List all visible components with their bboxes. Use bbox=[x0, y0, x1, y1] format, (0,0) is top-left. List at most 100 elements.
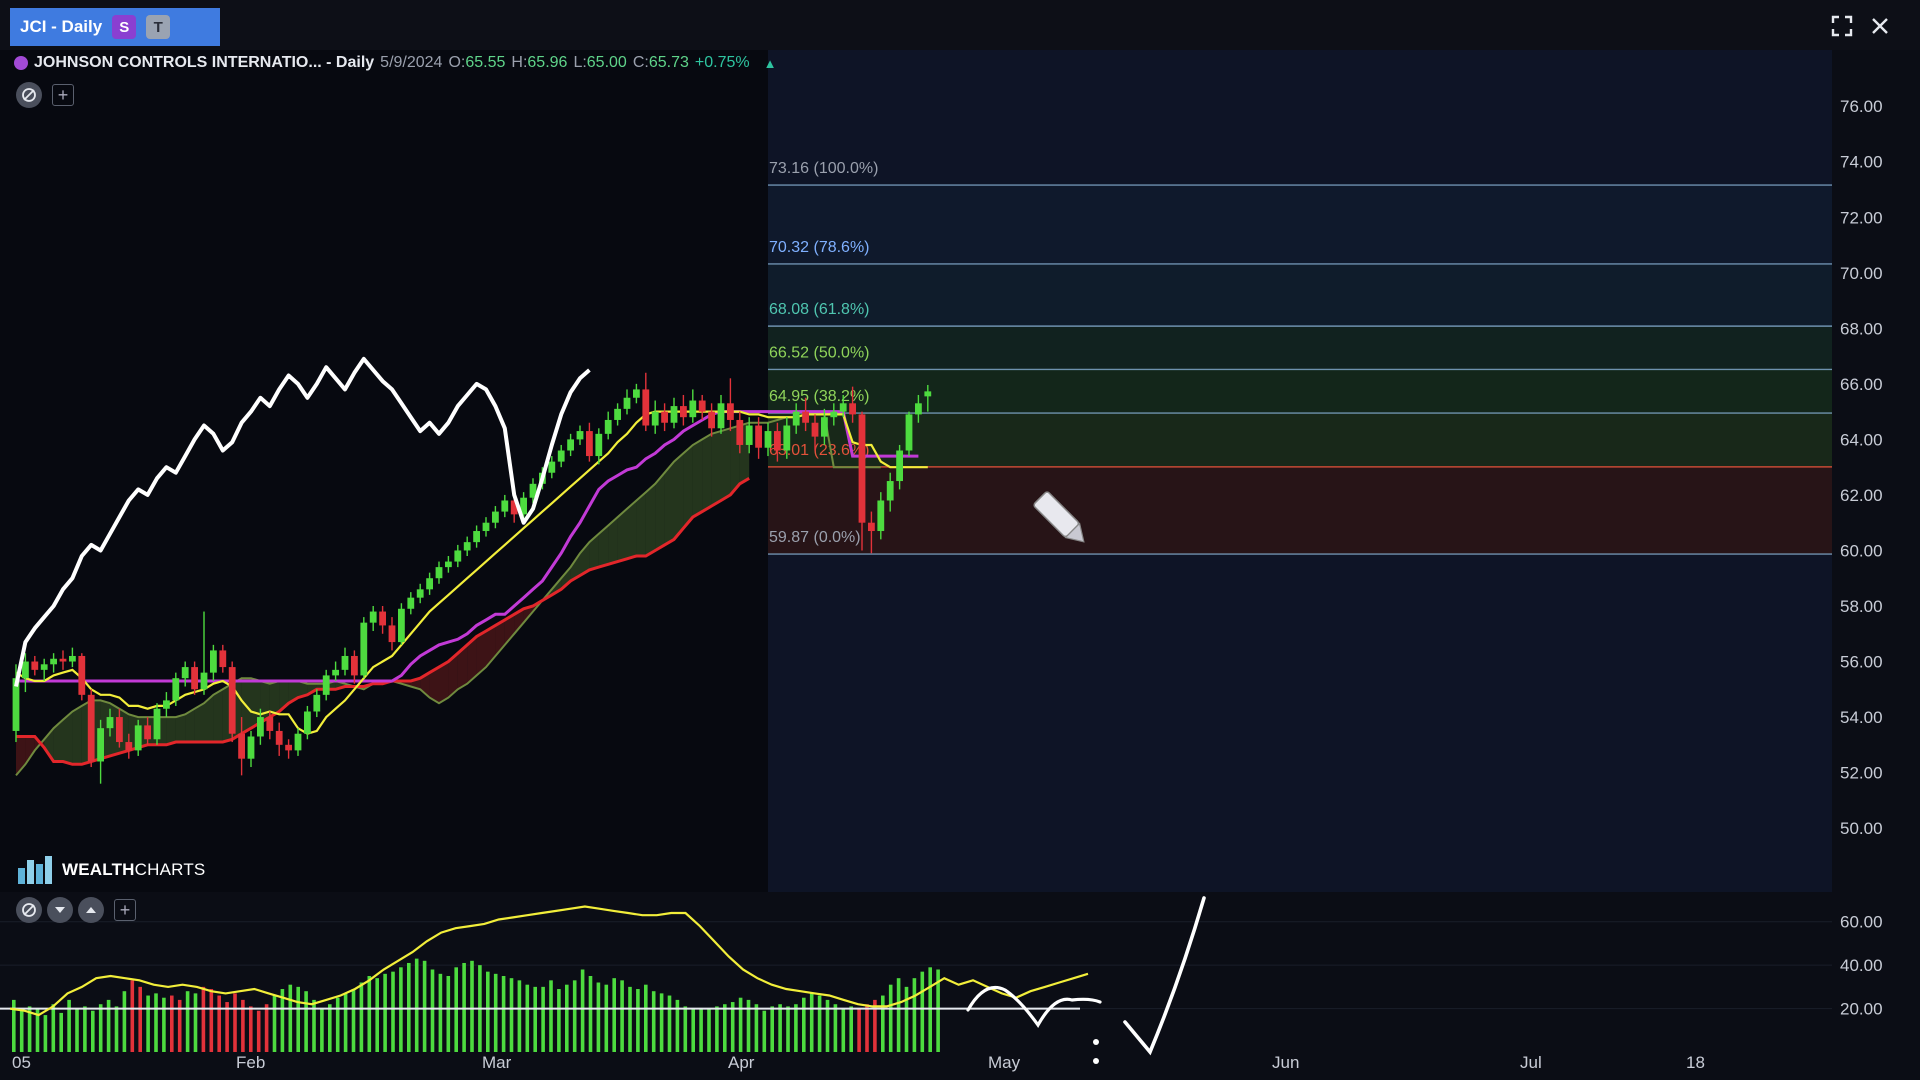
add-indicator-icon[interactable]: + bbox=[52, 84, 74, 106]
cloud-segment bbox=[486, 625, 496, 668]
maximize-icon[interactable] bbox=[1828, 12, 1856, 40]
candle bbox=[238, 717, 245, 776]
osc-bar bbox=[430, 969, 435, 1052]
candle bbox=[482, 517, 490, 537]
osc-axis-label: 60.00 bbox=[1840, 913, 1883, 932]
chart-tab[interactable]: JCI - Daily S T bbox=[10, 8, 220, 46]
osc-bar bbox=[691, 1008, 695, 1052]
chart-canvas[interactable]: 73.16 (100.0%) 70.32 (78.6%) 68.08 (61.8%)… bbox=[0, 50, 1920, 1080]
cloud-segment bbox=[589, 533, 599, 570]
price-axis-label: 52.00 bbox=[1840, 764, 1883, 783]
tab-badge-t[interactable]: T bbox=[146, 15, 171, 39]
fib-level-label: 63.01 (23.6%) bbox=[769, 442, 870, 459]
candle bbox=[849, 386, 856, 423]
cloud-segment bbox=[664, 461, 674, 545]
osc-hide-icon[interactable] bbox=[16, 897, 42, 923]
cloud-segment bbox=[674, 453, 684, 540]
candle-body bbox=[69, 655, 76, 662]
candle bbox=[529, 478, 537, 504]
cloud-segment bbox=[617, 508, 627, 562]
candle-body bbox=[341, 655, 349, 670]
osc-move-down-icon[interactable] bbox=[47, 897, 73, 923]
candle-body bbox=[623, 397, 631, 409]
candle-body bbox=[586, 431, 593, 457]
candle bbox=[567, 433, 574, 457]
time-axis-label: May bbox=[988, 1053, 1021, 1072]
candle-body bbox=[398, 608, 405, 643]
osc-bar bbox=[841, 1008, 846, 1052]
candle bbox=[125, 733, 133, 759]
price-axis-label: 58.00 bbox=[1840, 597, 1883, 616]
osc-bar bbox=[651, 991, 656, 1052]
candle bbox=[379, 605, 386, 634]
osc-bar bbox=[517, 980, 522, 1052]
candle-body bbox=[830, 411, 838, 418]
close-icon[interactable] bbox=[1866, 12, 1894, 40]
candle-body bbox=[604, 419, 612, 434]
osc-bar bbox=[572, 980, 577, 1052]
osc-bar bbox=[809, 993, 814, 1052]
osc-bar bbox=[122, 991, 127, 1052]
osc-bar bbox=[35, 1008, 40, 1052]
osc-bar bbox=[509, 978, 514, 1052]
candle-body bbox=[163, 700, 170, 709]
candle bbox=[586, 422, 593, 462]
osc-bar bbox=[288, 984, 293, 1052]
candle-body bbox=[435, 567, 443, 579]
candle-body bbox=[22, 661, 29, 679]
fibonacci-retracement: 73.16 (100.0%) 70.32 (78.6%) 68.08 (61.8%)… bbox=[768, 160, 1832, 555]
candle bbox=[896, 444, 903, 490]
cloud-segment bbox=[72, 705, 82, 765]
osc-axis-label: 20.00 bbox=[1840, 1000, 1883, 1019]
fib-band bbox=[768, 413, 1832, 467]
candle-body bbox=[492, 511, 499, 523]
fib-band bbox=[768, 185, 1832, 264]
osc-bar bbox=[407, 962, 411, 1052]
osc-add-icon[interactable]: + bbox=[114, 899, 136, 921]
candle-body bbox=[78, 655, 86, 695]
cloud-segment bbox=[514, 608, 524, 634]
candle bbox=[792, 403, 800, 434]
osc-bar bbox=[920, 971, 925, 1052]
candle bbox=[557, 444, 565, 468]
candle-body bbox=[87, 694, 95, 762]
symbol-name: JOHNSON CONTROLS INTERNATIO... - Daily bbox=[34, 54, 375, 71]
osc-bar bbox=[59, 1012, 63, 1052]
fib-band bbox=[768, 263, 1832, 327]
candle-body bbox=[116, 717, 123, 743]
candle-body bbox=[12, 678, 20, 731]
candle bbox=[200, 611, 208, 695]
osc-bar bbox=[114, 1006, 119, 1052]
high-value: 65.96 bbox=[527, 54, 568, 71]
cloud-segment bbox=[251, 678, 261, 729]
fib-level-label: 64.95 (38.2%) bbox=[769, 388, 870, 405]
cloud-segment bbox=[25, 736, 35, 765]
osc-bar bbox=[98, 1004, 103, 1052]
price-axis-label: 70.00 bbox=[1840, 264, 1883, 283]
cloud-segment bbox=[655, 472, 665, 551]
osc-bar bbox=[12, 999, 16, 1052]
candle-body bbox=[50, 658, 57, 665]
candle bbox=[501, 494, 509, 518]
close-value: 65.73 bbox=[648, 54, 689, 71]
hide-indicator-icon[interactable] bbox=[16, 82, 42, 108]
candle bbox=[40, 658, 48, 681]
candle-body bbox=[839, 403, 847, 412]
candle bbox=[116, 708, 123, 748]
osc-bar bbox=[612, 978, 616, 1052]
candle bbox=[257, 708, 264, 745]
osc-bar bbox=[912, 978, 917, 1052]
candle-body bbox=[31, 661, 39, 670]
candle bbox=[614, 403, 621, 426]
osc-bar bbox=[256, 1010, 261, 1052]
candle bbox=[520, 492, 527, 520]
candle-body bbox=[219, 650, 227, 668]
osc-bar bbox=[533, 986, 537, 1052]
osc-move-up-icon[interactable] bbox=[78, 897, 104, 923]
symbol-status-dot bbox=[14, 56, 28, 70]
candle bbox=[604, 411, 612, 440]
candle-body bbox=[304, 711, 311, 734]
osc-bar bbox=[351, 989, 356, 1052]
candle bbox=[153, 703, 161, 745]
tab-badge-s[interactable]: S bbox=[112, 15, 137, 39]
